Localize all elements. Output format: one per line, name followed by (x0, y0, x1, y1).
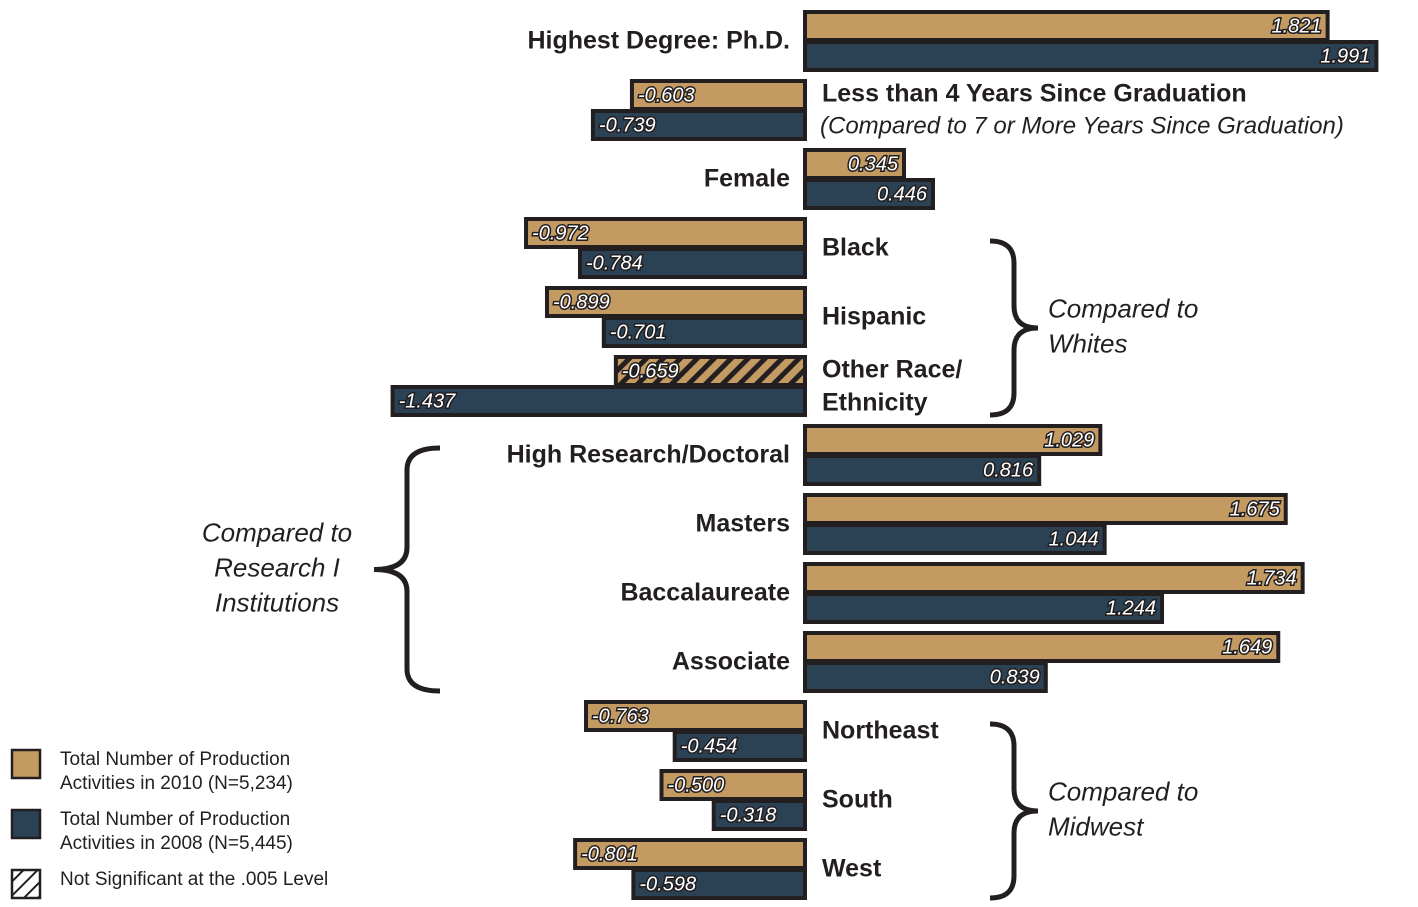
bar (590, 109, 807, 141)
bar (803, 493, 1288, 525)
value-label: 0.446 (877, 183, 928, 205)
value-label: 1.029 (1044, 429, 1094, 451)
category-label: Associate (672, 648, 790, 676)
value-label: -0.500 (668, 774, 725, 796)
category-label: West (822, 855, 882, 883)
legend-swatch-box (10, 748, 42, 780)
group-label: Midwest (1048, 811, 1145, 841)
legend-label: Total Number of Production Activities in… (60, 809, 293, 854)
category-subtitle: (Compared to 7 or More Years Since Gradu… (820, 112, 1344, 139)
value-label: 0.839 (990, 666, 1040, 688)
bar (601, 316, 807, 348)
value-label: -1.437 (399, 390, 457, 412)
bar (573, 838, 807, 870)
value-label: -0.899 (553, 291, 610, 313)
bar (803, 40, 1379, 72)
bar (803, 523, 1107, 555)
bar (659, 769, 807, 801)
value-label: -0.598 (639, 873, 696, 895)
bar (803, 10, 1330, 42)
legend-label: Total Number of Production Activities in… (60, 749, 293, 794)
value-label: 1.675 (1230, 498, 1281, 520)
value-label: -0.739 (599, 114, 656, 136)
legend-swatch-box (10, 868, 42, 900)
category-label: Highest Degree: Ph.D. (527, 27, 790, 55)
category-label: South (822, 786, 893, 814)
group-brace (989, 721, 1039, 901)
group-label: Research I (214, 552, 340, 582)
category-label: Ethnicity (822, 389, 928, 417)
category-label: Northeast (822, 717, 939, 745)
bar (584, 700, 807, 732)
value-label: 1.991 (1320, 45, 1370, 67)
legend: Total Number of Production Activities in… (10, 748, 350, 907)
category-label: Other Race/ (822, 356, 962, 384)
value-label: -0.784 (586, 252, 643, 274)
bar (577, 247, 807, 279)
bar (672, 730, 808, 762)
group-label: Compared to (1048, 776, 1198, 806)
value-label: 1.821 (1272, 15, 1322, 37)
bar (803, 148, 907, 180)
bar (711, 799, 808, 831)
value-label: -0.454 (681, 735, 738, 757)
bar (803, 178, 936, 210)
value-label: 0.345 (848, 153, 899, 175)
category-label: Masters (696, 510, 791, 538)
bar (613, 355, 807, 387)
legend-swatch (10, 748, 42, 780)
bar (803, 424, 1103, 456)
value-label: -0.972 (532, 222, 589, 244)
bar (803, 562, 1305, 594)
bar (390, 385, 807, 417)
value-label: -0.701 (610, 321, 667, 343)
bar (803, 661, 1048, 693)
category-label: Hispanic (822, 303, 926, 331)
bar (631, 868, 808, 900)
category-label: Less than 4 Years Since Graduation (822, 80, 1247, 108)
group-brace (989, 238, 1039, 418)
legend-item: Total Number of Production Activities in… (10, 808, 350, 856)
bar (524, 217, 807, 249)
value-label: 1.044 (1049, 528, 1099, 550)
category-label: High Research/Doctoral (507, 441, 790, 469)
bar (803, 454, 1042, 486)
bar (803, 631, 1281, 663)
group-label: Whites (1048, 328, 1127, 358)
value-label: -0.763 (592, 705, 649, 727)
category-label: Baccalaureate (620, 579, 790, 607)
bar (803, 592, 1165, 624)
value-label: 1.649 (1222, 636, 1272, 658)
value-label: 1.734 (1247, 567, 1297, 589)
legend-swatch (10, 808, 42, 840)
group-label: Compared to (1048, 293, 1198, 323)
legend-swatch (10, 868, 42, 900)
value-label: 1.244 (1106, 597, 1156, 619)
bar (629, 79, 808, 111)
legend-item: Not Significant at the .005 Level (10, 868, 350, 902)
value-label: -0.801 (581, 843, 638, 865)
value-label: -0.659 (622, 360, 679, 382)
group-brace (373, 445, 441, 694)
legend-item: Total Number of Production Activities in… (10, 748, 350, 796)
group-label: Compared to (202, 517, 352, 547)
legend-swatch-box (10, 808, 42, 840)
category-label: Black (822, 234, 889, 262)
group-label: Institutions (215, 587, 339, 617)
legend-label: Not Significant at the .005 Level (60, 869, 329, 890)
value-label: -0.318 (720, 804, 777, 826)
category-label: Female (704, 165, 790, 193)
value-label: -0.603 (638, 84, 695, 106)
value-label: 0.816 (983, 459, 1034, 481)
